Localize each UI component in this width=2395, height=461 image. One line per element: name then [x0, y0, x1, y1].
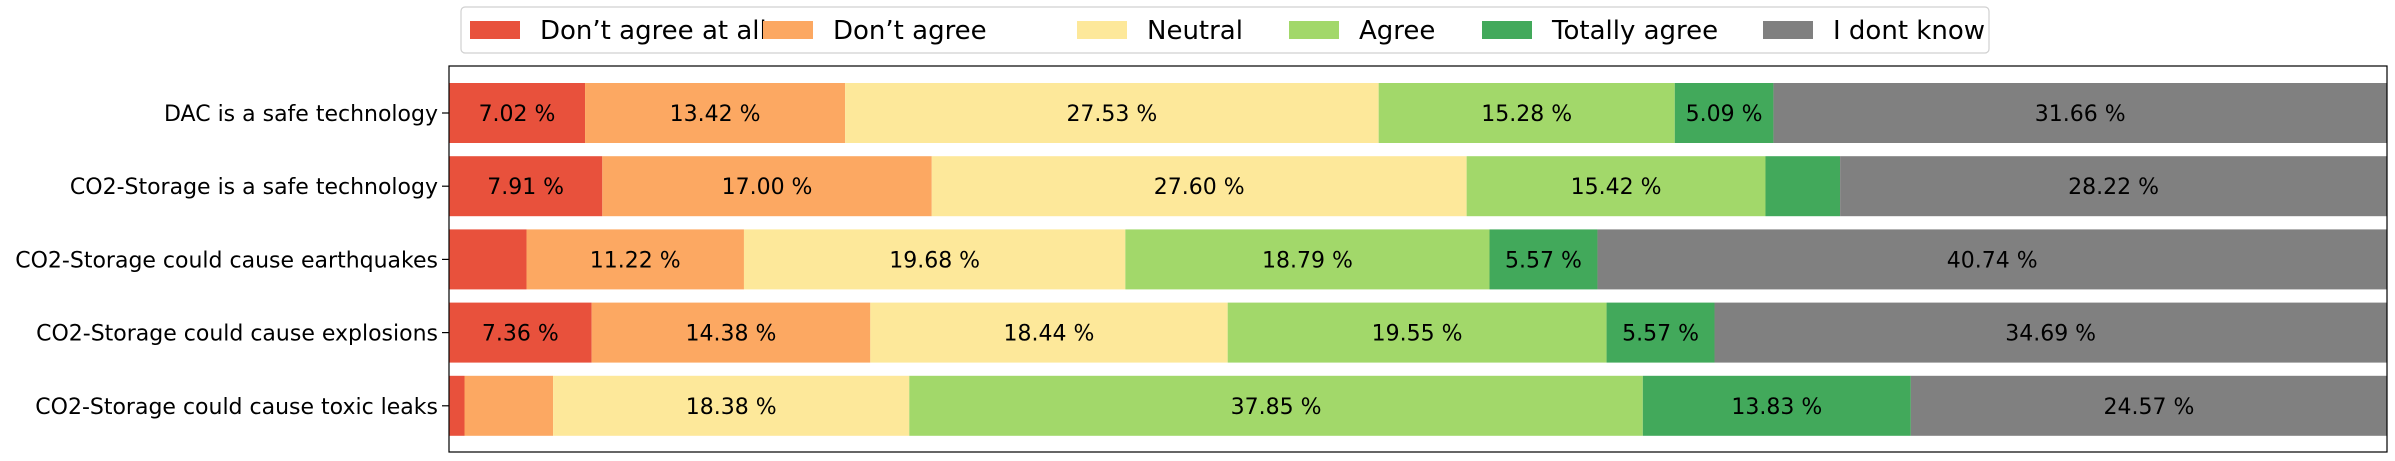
bar-totally-agree-row-4 [1606, 302, 1715, 363]
legend-swatch-dont-agree-at-all [470, 21, 520, 39]
data-label-dont-agree-row-4: 14.38 % [686, 322, 777, 347]
legend: Don’t agree at all Don’t agree Neutral Agre… [460, 6, 1990, 54]
bar-agree-row-1 [1378, 83, 1675, 143]
legend-swatch-neutral [1077, 21, 1127, 39]
data-label-agree-row-5: 37.85 % [1231, 395, 1322, 420]
legend-swatch-agree [1289, 21, 1339, 39]
bar-agree-row-4 [1227, 302, 1607, 363]
data-label-dont-agree-at-all-row-4: 7.36 % [482, 322, 559, 347]
data-label-neutral-row-4: 18.44 % [1004, 322, 1095, 347]
data-label-i-dont-know-row-2: 28.22 % [2068, 175, 2159, 200]
bar-agree-row-3 [1125, 229, 1490, 290]
bar-dont-agree-at-all-row-4 [449, 302, 592, 363]
data-label-dont-agree-row-3: 11.22 % [590, 248, 681, 273]
data-label-totally-agree-row-3: 5.57 % [1505, 248, 1582, 273]
data-label-dont-agree-at-all-row-2: 7.91 % [487, 175, 564, 200]
data-label-totally-agree-row-5: 13.83 % [1731, 395, 1822, 420]
legend-label-agree: Agree [1359, 16, 1435, 46]
bar-i-dont-know-row-2 [1840, 156, 2387, 217]
data-label-i-dont-know-row-1: 31.66 % [2035, 102, 2126, 127]
data-label-agree-row-3: 18.79 % [1262, 248, 1353, 273]
legend-swatch-i-dont-know [1763, 21, 1813, 39]
bar-i-dont-know-row-3 [1597, 229, 2387, 290]
y-axis-tick-labels: DAC is a safe technology CO2-Storage is a… [15, 102, 449, 420]
bar-totally-agree-row-1 [1674, 83, 1774, 143]
data-label-agree-row-1: 15.28 % [1481, 102, 1572, 127]
legend-label-neutral: Neutral [1147, 16, 1243, 46]
data-label-neutral-row-2: 27.60 % [1154, 175, 1245, 200]
data-label-neutral-row-3: 19.68 % [889, 248, 980, 273]
bar-dont-agree-row-2 [602, 156, 932, 217]
y-tick-label: CO2-Storage is a safe technology [70, 175, 438, 200]
legend-label-i-dont-know: I dont know [1833, 16, 1985, 46]
data-label-totally-agree-row-1: 5.09 % [1686, 102, 1763, 127]
y-tick-label: DAC is a safe technology [164, 102, 438, 127]
y-tick-label: CO2-Storage could cause earthquakes [15, 248, 438, 273]
bar-dont-agree-at-all-row-1 [449, 83, 586, 143]
plot-area: 7.02 % 13.42 % 27.53 % 15.28 % 5.09 % 31.66 %… [448, 65, 2388, 453]
bar-dont-agree-row-1 [585, 83, 846, 143]
bar-agree-row-2 [1466, 156, 1766, 217]
y-tick-label: CO2-Storage could cause toxic leaks [35, 395, 438, 420]
legend-frame [460, 6, 1990, 54]
bar-totally-agree-row-5 [1642, 375, 1911, 436]
bar-totally-agree-row-3 [1489, 229, 1598, 290]
data-label-neutral-row-1: 27.53 % [1066, 102, 1157, 127]
bar-dont-agree-at-all-row-5 [449, 375, 465, 436]
legend-swatch-totally-agree [1482, 21, 1532, 39]
bar-i-dont-know-row-5 [1910, 375, 2387, 436]
data-label-dont-agree-row-2: 17.00 % [722, 175, 813, 200]
legend-label-dont-agree: Don’t agree [833, 16, 987, 46]
bar-neutral-row-5 [553, 375, 910, 436]
data-label-dont-agree-row-1: 13.42 % [670, 102, 761, 127]
bar-neutral-row-3 [743, 229, 1126, 290]
legend-label-dont-agree-at-all: Don’t agree at all [540, 16, 767, 46]
data-label-i-dont-know-row-4: 34.69 % [2005, 322, 2096, 347]
data-label-agree-row-4: 19.55 % [1372, 322, 1463, 347]
bar-dont-agree-row-4 [591, 302, 871, 363]
bar-neutral-row-1 [845, 83, 1379, 143]
bar-agree-row-5 [909, 375, 1643, 436]
bar-dont-agree-row-3 [526, 229, 744, 290]
bar-totally-agree-row-2 [1765, 156, 1841, 217]
data-label-totally-agree-row-4: 5.57 % [1622, 322, 1699, 347]
bar-dont-agree-row-5 [464, 375, 554, 436]
bar-i-dont-know-row-4 [1714, 302, 2387, 363]
bar-dont-agree-at-all-row-3 [449, 229, 527, 290]
bar-i-dont-know-row-1 [1773, 83, 2387, 143]
legend-swatch-dont-agree [763, 21, 813, 39]
bar-dont-agree-at-all-row-2 [449, 156, 603, 217]
legend-label-totally-agree: Totally agree [1551, 16, 1718, 46]
data-label-agree-row-2: 15.42 % [1571, 175, 1662, 200]
bar-neutral-row-4 [870, 302, 1228, 363]
data-label-i-dont-know-row-3: 40.74 % [1947, 248, 2038, 273]
bar-neutral-row-2 [931, 156, 1467, 217]
data-label-dont-agree-at-all-row-1: 7.02 % [479, 102, 556, 127]
data-label-neutral-row-5: 18.38 % [686, 395, 777, 420]
y-tick-label: CO2-Storage could cause explosions [36, 322, 438, 347]
data-label-i-dont-know-row-5: 24.57 % [2103, 395, 2194, 420]
